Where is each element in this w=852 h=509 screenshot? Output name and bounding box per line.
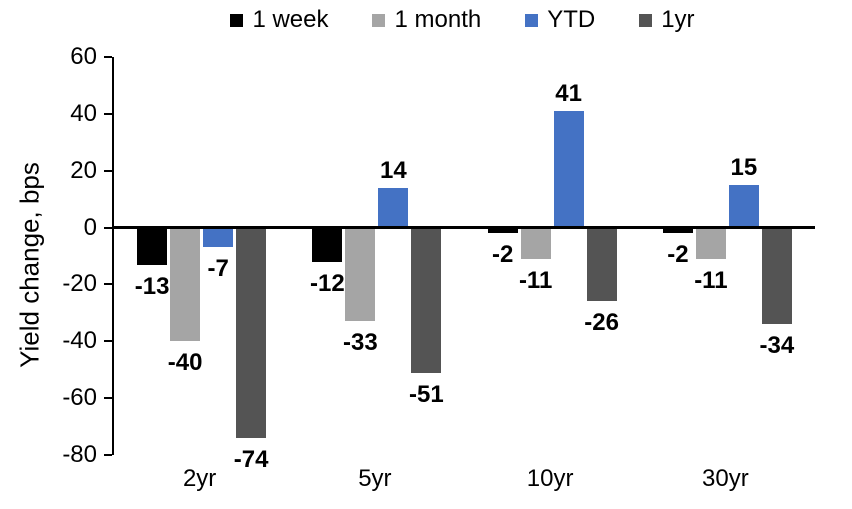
bar-data-label: -11 (518, 266, 553, 294)
y-tick-mark (104, 56, 112, 58)
bar-2yr-1yr (236, 227, 267, 438)
bar-2yr-1-week (137, 227, 168, 265)
y-tick-label: 60 (70, 43, 97, 70)
y-tick-label: 20 (70, 156, 97, 184)
legend-item-1-month[interactable]: 1 month (372, 5, 481, 35)
y-tick-label: -80 (62, 441, 97, 468)
y-tick-mark (104, 283, 112, 286)
x-axis-category-labels: 2yr 5yr 10yr 30yr (112, 465, 813, 493)
legend-item-1-week[interactable]: 1 week (230, 5, 328, 35)
bar-data-label: -74 (233, 445, 269, 473)
y-tick-label: 40 (70, 99, 97, 127)
bar-data-label: 14 (380, 156, 407, 184)
y-tick-mark (104, 169, 112, 172)
y-tick-mark (104, 454, 112, 456)
bar-data-label: 15 (730, 153, 758, 181)
bar-data-label: -51 (409, 380, 444, 408)
y-tick-mark (104, 397, 112, 400)
x-category-label-2yr: 2yr (182, 465, 217, 492)
bar-30yr-YTD (728, 184, 759, 228)
bar-30yr-1-week (662, 227, 693, 234)
bar-data-label: -2 (667, 241, 689, 269)
bar-10yr-1yr (586, 227, 617, 302)
legend-item-ytd[interactable]: YTD (525, 5, 595, 35)
legend-label-1yr: 1yr (661, 6, 695, 33)
bar-data-label: -7 (207, 255, 229, 283)
bar-10yr-1-week (487, 227, 518, 234)
bar-data-label: 41 (555, 80, 582, 107)
bar-5yr-1-month (345, 227, 376, 322)
bar-10yr-1-month (520, 227, 551, 259)
legend-label-1-month: 1 month (394, 6, 482, 33)
bar-2yr-1-month (170, 227, 201, 342)
x-category-label-5yr: 5yr (358, 465, 392, 492)
legend-item-1yr[interactable]: 1yr (639, 5, 695, 35)
legend-label-ytd: YTD (547, 6, 596, 33)
bar-data-label: -26 (584, 309, 619, 337)
bar-30yr-1-month (695, 227, 726, 259)
bar-5yr-YTD (378, 187, 409, 228)
bar-10yr-YTD (553, 111, 584, 228)
bar-data-label: -40 (167, 349, 203, 377)
x-category-label-30yr: 30yr (702, 465, 749, 492)
bar-5yr-1-week (312, 227, 343, 262)
legend-label-1-week: 1 week (252, 6, 329, 33)
x-category-label-10yr: 10yr (526, 465, 574, 492)
y-axis-tick-labels: 60 40 20 0 -20 -40 -60 -80 (0, 44, 97, 468)
y-tick-label: 0 (83, 213, 97, 241)
bar-data-label: -34 (759, 332, 795, 360)
y-tick-mark (104, 112, 112, 115)
bar-2yr-YTD (203, 227, 234, 248)
bar-30yr-1yr (761, 227, 792, 325)
legend-swatch-1-week-icon (230, 13, 244, 27)
bar-data-label: -12 (310, 269, 345, 297)
legend-swatch-1yr-icon (639, 13, 653, 27)
y-tick-mark (104, 340, 112, 343)
bar-data-label: -11 (694, 266, 728, 294)
bar-data-label: -13 (134, 272, 170, 300)
bar-5yr-1yr (411, 227, 442, 373)
y-tick-label: -40 (62, 327, 97, 355)
bar-data-label: -2 (491, 241, 514, 269)
legend: 1 week 1 month YTD 1yr (112, 4, 813, 36)
plot-area: -13 -12 -2 -2 -40 -33 -11 -11 -7 14 41 15 -74 -51 -26 -… (104, 56, 815, 472)
zero-baseline (114, 226, 815, 230)
y-tick-label: -20 (62, 270, 97, 298)
y-tick-mark (104, 226, 112, 229)
legend-swatch-1-month-icon (372, 13, 386, 27)
legend-swatch-ytd-icon (525, 13, 539, 27)
y-tick-label: -60 (62, 384, 97, 412)
bar-data-label: -33 (343, 329, 378, 357)
